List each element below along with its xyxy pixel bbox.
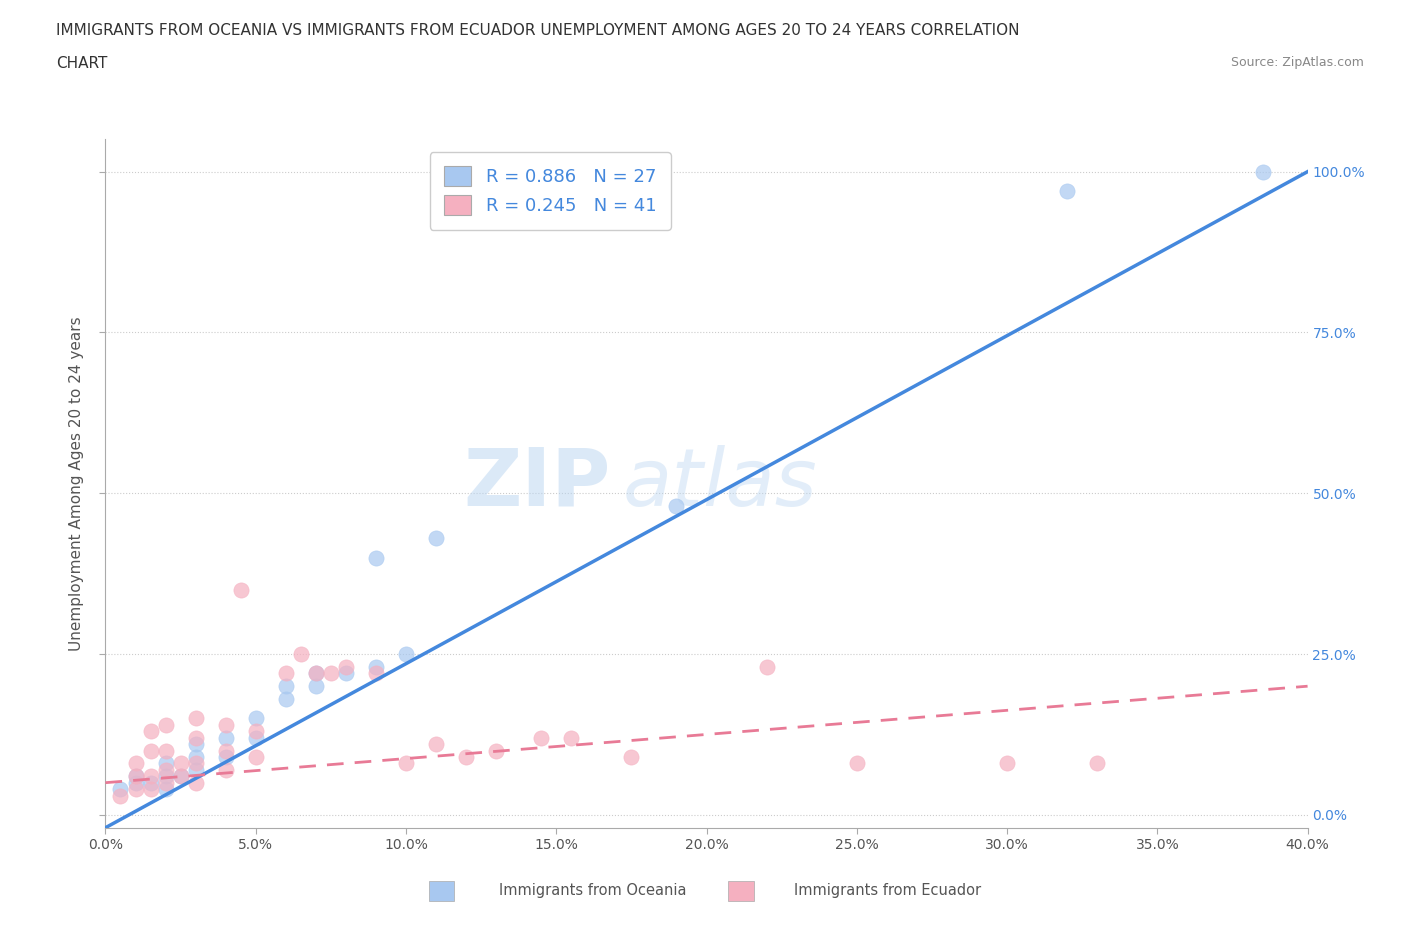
Point [124,769,146,784]
Point [305,679,328,694]
Y-axis label: Unemployment Among Ages 20 to 24 years: Unemployment Among Ages 20 to 24 years [69,316,84,651]
Point [274,679,297,694]
Text: CHART: CHART [56,56,108,71]
Point [214,730,236,745]
Point [214,717,236,732]
Point [184,763,207,777]
Text: IMMIGRANTS FROM OCEANIA VS IMMIGRANTS FROM ECUADOR UNEMPLOYMENT AMONG AGES 20 TO: IMMIGRANTS FROM OCEANIA VS IMMIGRANTS FR… [56,23,1019,38]
Point [155,743,177,758]
Point [184,756,207,771]
Point [155,763,177,777]
Point [395,756,418,771]
Point [214,750,236,764]
Point [319,666,342,681]
Point [485,743,508,758]
Point [1251,165,1274,179]
Point [184,730,207,745]
Point [139,776,162,790]
Point [184,750,207,764]
Point [139,769,162,784]
Point [124,769,146,784]
Point [245,724,267,738]
Point [169,769,191,784]
Point [530,730,553,745]
Point [560,730,582,745]
Point [245,750,267,764]
Point [214,743,236,758]
Point [845,756,868,771]
Point [110,782,132,797]
Point [364,666,387,681]
Point [124,776,146,790]
Point [184,711,207,725]
Point [245,711,267,725]
Point [305,666,328,681]
Point [139,782,162,797]
Point [335,659,357,674]
Point [364,551,387,565]
Point [139,743,162,758]
Legend: R = 0.886   N = 27, R = 0.245   N = 41: R = 0.886 N = 27, R = 0.245 N = 41 [430,152,671,230]
Point [1085,756,1108,771]
Point [124,782,146,797]
Point [995,756,1018,771]
Text: Immigrants from Ecuador: Immigrants from Ecuador [794,884,981,898]
Point [1056,183,1078,198]
Point [110,788,132,803]
Point [169,769,191,784]
Point [184,776,207,790]
Point [155,769,177,784]
Point [155,756,177,771]
Point [155,776,177,790]
Point [274,666,297,681]
Point [755,659,778,674]
Point [245,730,267,745]
Point [155,782,177,797]
Text: Source: ZipAtlas.com: Source: ZipAtlas.com [1230,56,1364,69]
Point [229,582,252,597]
Point [364,659,387,674]
Point [169,756,191,771]
Point [425,531,447,546]
Point [184,737,207,751]
Point [620,750,643,764]
Point [305,666,328,681]
Text: atlas: atlas [623,445,817,523]
Point [155,717,177,732]
Point [139,724,162,738]
Point [395,646,418,661]
Point [214,763,236,777]
Point [454,750,477,764]
Text: Immigrants from Oceania: Immigrants from Oceania [499,884,686,898]
Point [425,737,447,751]
Point [274,692,297,707]
Point [665,498,688,513]
Point [124,756,146,771]
Point [290,646,312,661]
Point [335,666,357,681]
Text: ZIP: ZIP [463,445,610,523]
Bar [728,881,754,901]
Bar [429,881,454,901]
